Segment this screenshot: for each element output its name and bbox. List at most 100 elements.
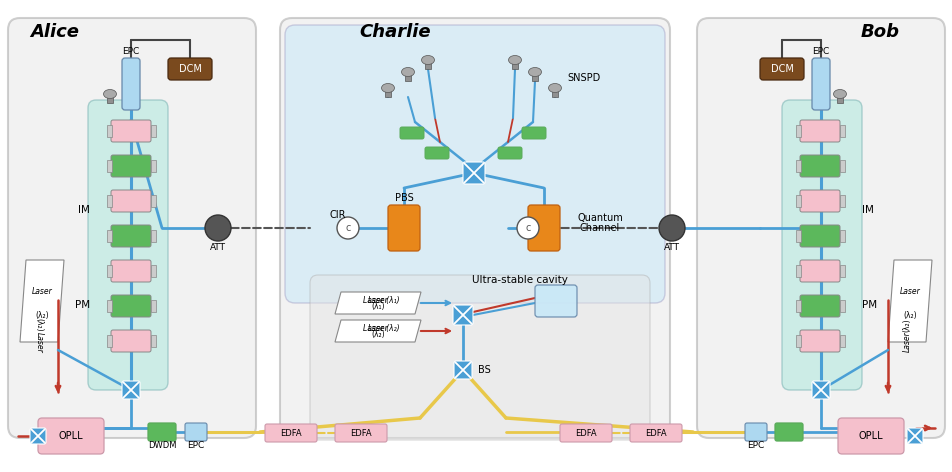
Text: Laser: Laser [367, 296, 388, 305]
FancyBboxPatch shape [168, 58, 211, 80]
Text: EDFA: EDFA [349, 429, 371, 438]
FancyBboxPatch shape [122, 381, 140, 399]
FancyBboxPatch shape [774, 423, 803, 441]
FancyBboxPatch shape [452, 305, 472, 325]
Bar [150, 300, 156, 312]
FancyBboxPatch shape [527, 205, 560, 251]
FancyBboxPatch shape [811, 58, 829, 110]
FancyBboxPatch shape [110, 155, 150, 177]
Bar [107, 125, 112, 137]
FancyBboxPatch shape [522, 127, 545, 139]
FancyBboxPatch shape [110, 260, 150, 282]
FancyBboxPatch shape [759, 58, 803, 80]
FancyBboxPatch shape [498, 147, 522, 159]
FancyBboxPatch shape [799, 260, 839, 282]
Text: c: c [345, 223, 350, 233]
FancyBboxPatch shape [799, 155, 839, 177]
Text: CIR: CIR [329, 210, 347, 220]
Text: (λ₂): (λ₂) [902, 311, 916, 320]
Text: Channel: Channel [579, 223, 620, 233]
Text: Ultra-stable cavity: Ultra-stable cavity [471, 275, 567, 285]
Bar [839, 300, 844, 312]
FancyBboxPatch shape [110, 295, 150, 317]
Text: EPC: EPC [122, 48, 140, 57]
Text: PM: PM [75, 300, 89, 310]
FancyBboxPatch shape [387, 205, 420, 251]
Bar [107, 160, 112, 172]
Text: DCM: DCM [770, 64, 793, 74]
FancyBboxPatch shape [534, 285, 576, 317]
Text: SNSPD: SNSPD [566, 73, 600, 83]
Text: Alice: Alice [30, 23, 79, 41]
FancyBboxPatch shape [400, 127, 424, 139]
Text: EDFA: EDFA [280, 429, 302, 438]
Ellipse shape [528, 67, 541, 76]
Text: (λ₂): (λ₂) [902, 318, 910, 332]
Text: Charlie: Charlie [359, 23, 430, 41]
FancyBboxPatch shape [811, 381, 829, 399]
Text: Laser (λ₁): Laser (λ₁) [363, 295, 399, 304]
Text: (λ₁): (λ₁) [371, 303, 385, 312]
Text: Laser (λ₂): Laser (λ₂) [363, 323, 399, 332]
Bar [795, 195, 801, 207]
Bar [795, 265, 801, 277]
Bar [531, 72, 538, 81]
Text: Bob: Bob [860, 23, 899, 41]
FancyBboxPatch shape [453, 361, 471, 379]
Bar [839, 160, 844, 172]
Text: OPLL: OPLL [59, 431, 83, 441]
Polygon shape [335, 292, 421, 314]
FancyBboxPatch shape [906, 428, 922, 444]
FancyBboxPatch shape [799, 225, 839, 247]
Text: PBS: PBS [394, 193, 413, 203]
FancyBboxPatch shape [280, 18, 669, 438]
FancyBboxPatch shape [799, 190, 839, 212]
Bar [839, 195, 844, 207]
Text: Laser: Laser [31, 287, 52, 295]
FancyBboxPatch shape [110, 225, 150, 247]
FancyBboxPatch shape [629, 424, 682, 442]
Ellipse shape [516, 217, 539, 239]
Text: PM: PM [862, 300, 876, 310]
FancyBboxPatch shape [30, 428, 46, 444]
Ellipse shape [381, 84, 394, 93]
Bar [107, 265, 112, 277]
Text: IM: IM [78, 205, 89, 215]
Bar [425, 60, 430, 69]
Bar [839, 125, 844, 137]
FancyBboxPatch shape [335, 424, 387, 442]
Bar [150, 160, 156, 172]
Ellipse shape [833, 90, 845, 99]
Text: BS: BS [478, 365, 490, 375]
Text: DWDM: DWDM [148, 441, 176, 450]
Text: EDFA: EDFA [645, 429, 666, 438]
FancyBboxPatch shape [185, 423, 207, 441]
FancyBboxPatch shape [782, 100, 862, 390]
Bar [385, 88, 390, 97]
Text: (λ₂): (λ₂) [370, 330, 385, 339]
Text: Laser: Laser [367, 324, 388, 333]
Bar [795, 160, 801, 172]
Bar [839, 265, 844, 277]
Text: (λ₂): (λ₂) [35, 311, 49, 320]
Bar [839, 335, 844, 347]
Text: c: c [525, 223, 530, 233]
Ellipse shape [659, 215, 684, 241]
Ellipse shape [337, 217, 359, 239]
Bar [795, 300, 801, 312]
Ellipse shape [401, 67, 414, 76]
Polygon shape [887, 260, 931, 342]
Ellipse shape [548, 84, 561, 93]
Text: Laser: Laser [34, 332, 44, 353]
Bar [150, 335, 156, 347]
Text: ATT: ATT [664, 244, 680, 253]
Text: EPC: EPC [188, 441, 205, 450]
Ellipse shape [421, 56, 434, 65]
FancyBboxPatch shape [148, 423, 176, 441]
Text: EDFA: EDFA [575, 429, 596, 438]
Bar [836, 94, 843, 103]
Bar [107, 94, 113, 103]
FancyBboxPatch shape [696, 18, 944, 438]
Bar [551, 88, 558, 97]
Bar [405, 72, 410, 81]
